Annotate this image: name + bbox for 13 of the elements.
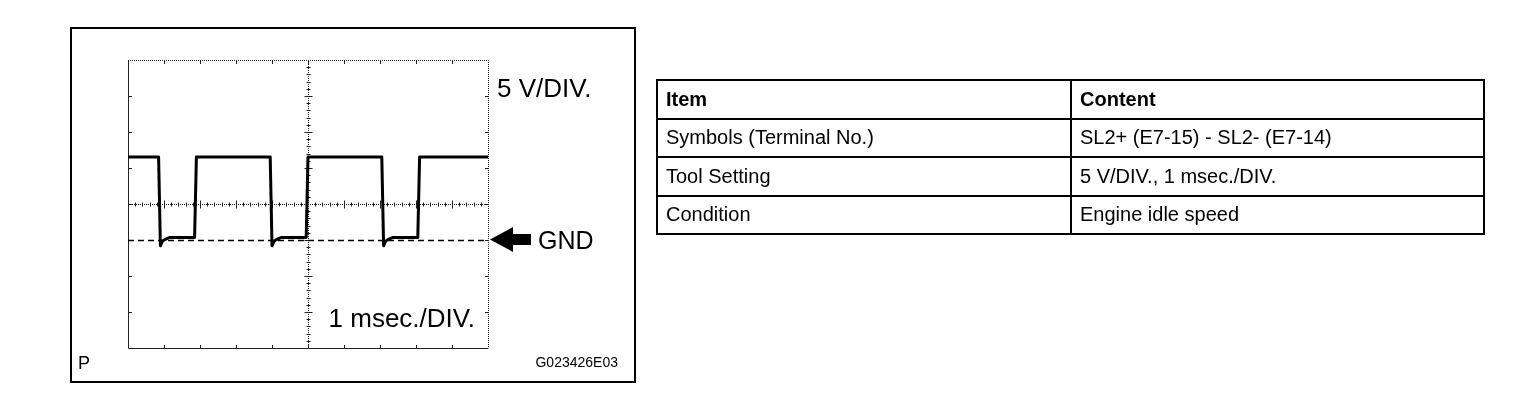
text: Item <box>666 87 708 110</box>
text: P <box>78 353 91 373</box>
text: 5 V/DIV. <box>497 73 592 103</box>
text: Condition <box>666 203 751 226</box>
text: Tool Setting <box>666 164 771 187</box>
text: Content <box>1080 87 1156 110</box>
text: Engine idle speed <box>1080 203 1240 226</box>
text: 5 V/DIV., 1 msec./DIV. <box>1080 164 1277 187</box>
text: Symbols (Terminal No.) <box>666 126 874 149</box>
ref-line-label: GND <box>538 225 594 254</box>
text: SL2+ (E7-15) - SL2- (E7-14) <box>1080 126 1332 149</box>
text: 1 msec./DIV. <box>328 303 475 333</box>
text: G023426E03 <box>535 354 619 370</box>
